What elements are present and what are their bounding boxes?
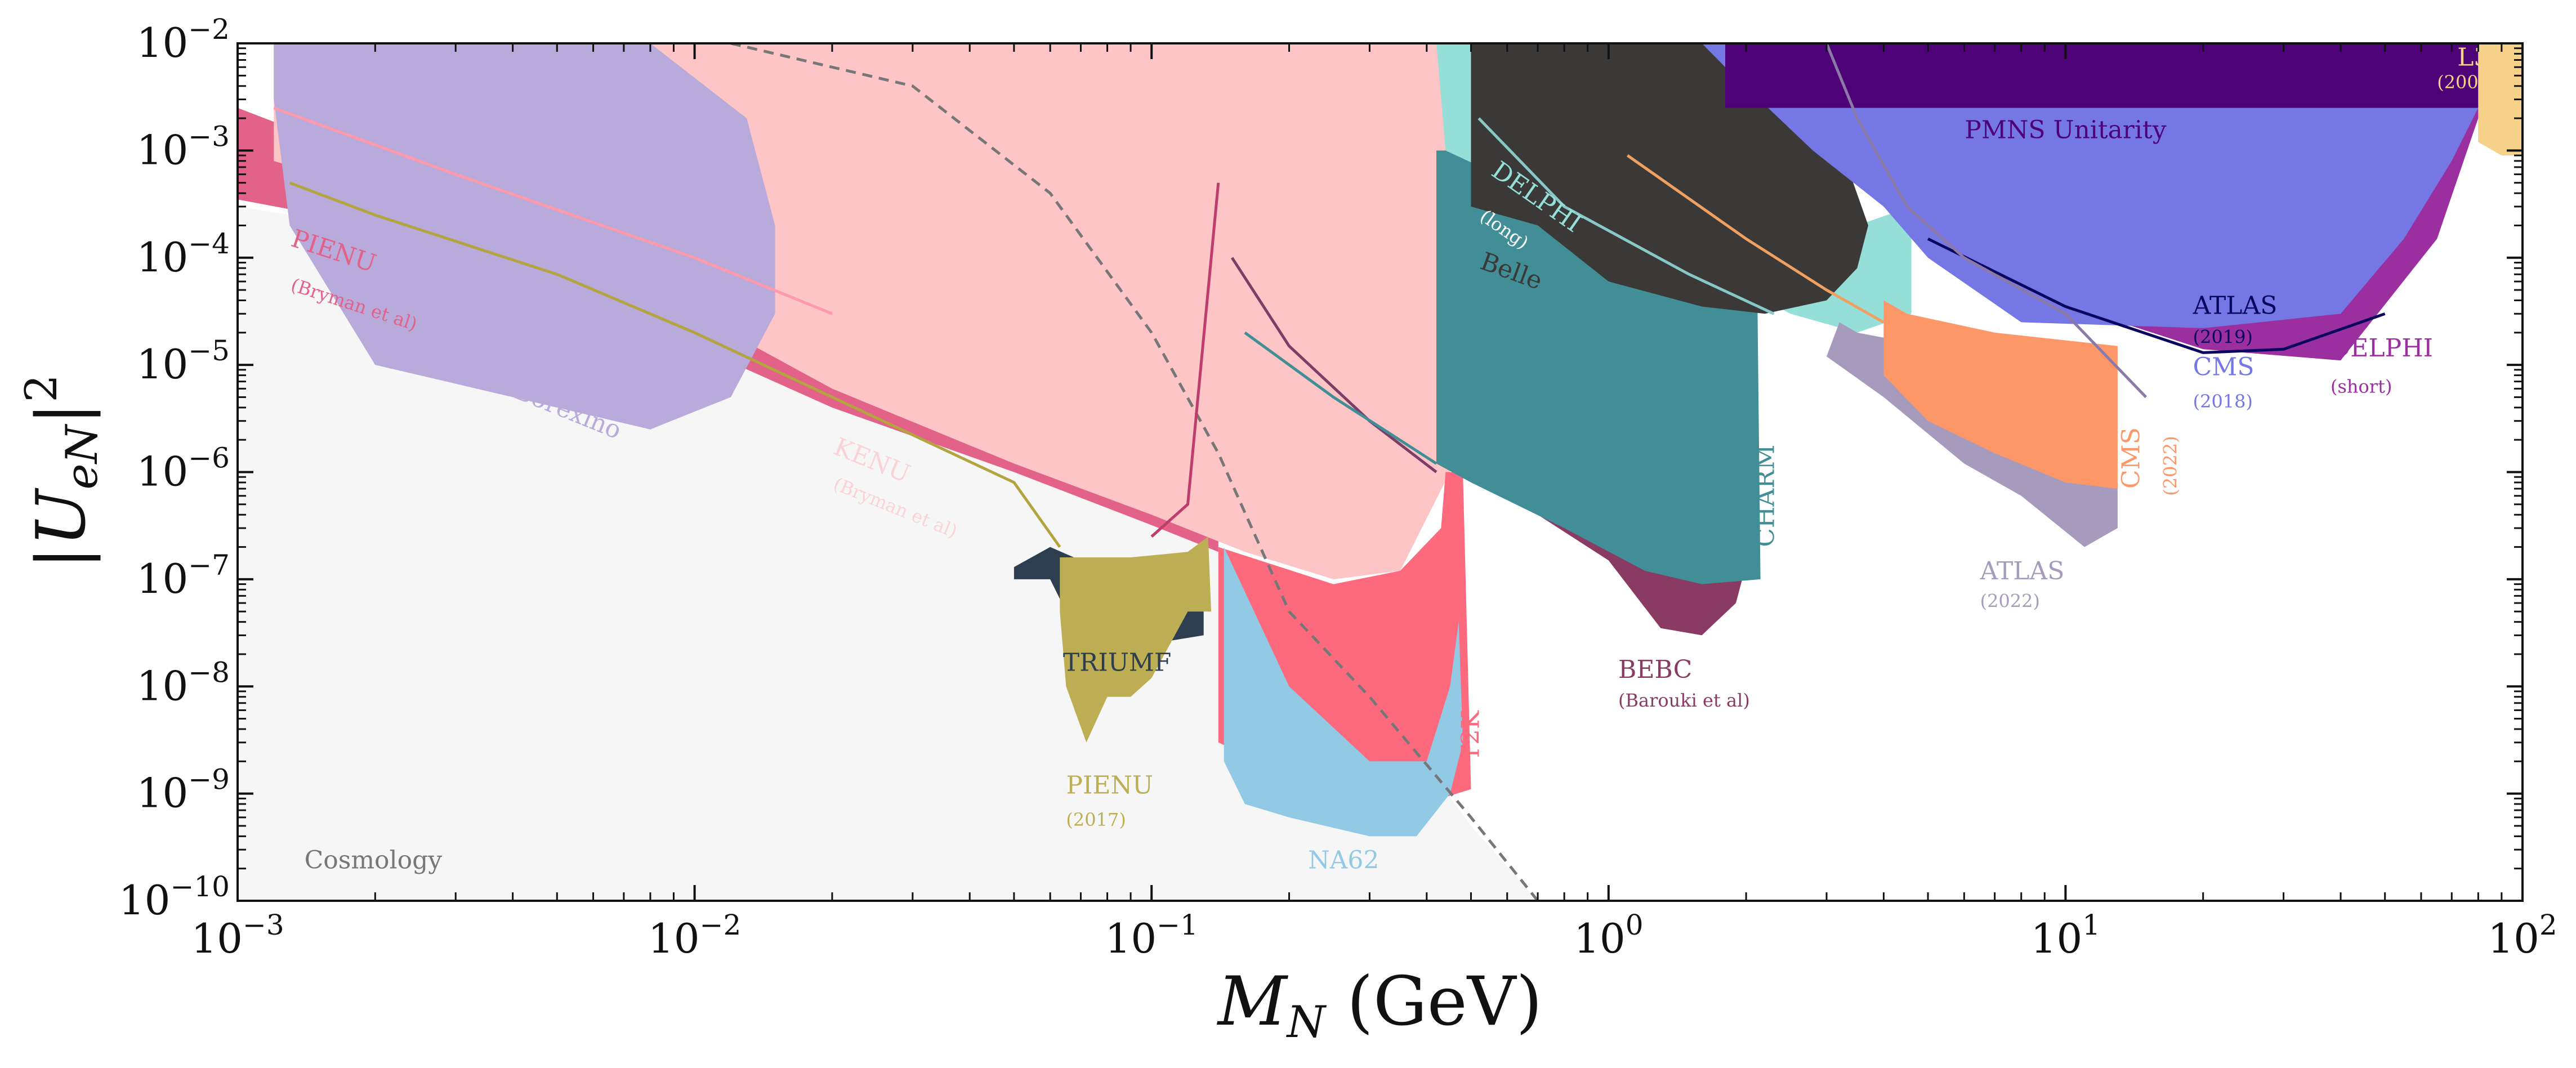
x-tick-label: 10−3 — [191, 909, 284, 962]
curve-teal-line — [1244, 331, 1437, 465]
x-axis-title: MN (GeV) — [1217, 963, 1542, 1048]
x-tick-label: 102 — [2488, 909, 2557, 962]
annotation-label: PIENU — [1066, 771, 1153, 800]
y-tick-label: 10−4 — [137, 227, 230, 281]
annotation-label: (short) — [2331, 376, 2392, 397]
annotation-label: BEBC — [1618, 655, 1692, 684]
annotation-label: PMNS Unitarity — [1965, 116, 2166, 145]
annotation-label: T2K — [1456, 710, 1485, 761]
svg-text:|UeN|2: |UeN|2 — [16, 374, 108, 569]
region-na62 — [1224, 547, 1463, 837]
curve-peaks-line — [1150, 182, 1220, 538]
ticks-layer: 10−3 10−2 10−1 100 101 102 10−10 10−9 10−8 10−7 10… — [119, 13, 2557, 962]
region-pmns-unitarity — [1725, 43, 2479, 108]
curve-atlas-2019-line — [1927, 237, 2386, 354]
y-tick-label: 10−7 — [137, 549, 230, 602]
annotation-label: NA62 — [1308, 846, 1379, 875]
annotation-label: CMS — [2193, 353, 2254, 382]
annotation-label: (2017) — [1066, 809, 1126, 830]
y-tick-label: 10−10 — [119, 870, 230, 924]
annotation-label: TRIUMF — [1063, 648, 1172, 677]
y-tick-label: 10−2 — [137, 13, 230, 66]
curve-pink-line — [273, 106, 833, 315]
annotation-label: (2022) — [2160, 436, 2181, 495]
annotation-label: (Barouki et al) — [1618, 690, 1750, 711]
curve-orange-line — [1626, 154, 1885, 324]
curve-cms-2018-line — [1825, 43, 2148, 399]
curve-dashed-bound — [730, 43, 1539, 901]
y-tick-label: 10−5 — [137, 334, 230, 388]
region-pienu-2017 — [1060, 537, 1211, 743]
curve-maroon-line — [1231, 257, 1437, 473]
x-tick-label: 10−2 — [648, 909, 741, 962]
y-tick-label: 10−9 — [137, 763, 230, 817]
annotation-label: (2022) — [1980, 590, 2040, 611]
svg-text:MN (GeV): MN (GeV) — [1217, 963, 1542, 1048]
annotation-label: (2019) — [2193, 326, 2253, 347]
y-axis-title: |UeN|2 — [16, 374, 108, 569]
annotation-label: ATLAS — [1980, 557, 2065, 586]
annotation-label: (2018) — [2193, 391, 2253, 412]
regions-layer — [238, 43, 2523, 901]
y-tick-label: 10−3 — [137, 120, 230, 173]
curve-belle-line — [1477, 117, 1775, 315]
region-l3 — [2478, 43, 2523, 156]
region-cms-2022 — [1883, 300, 2118, 489]
curves-layer — [273, 43, 2386, 901]
x-tick-label: 10−1 — [1105, 909, 1198, 962]
annotation-label: (2001) — [2437, 72, 2497, 93]
region-delphi-long — [1471, 43, 1868, 314]
annotation-label: ATLAS — [2193, 291, 2278, 320]
x-tick-label: 100 — [1574, 909, 1643, 962]
annotation-label: L3 — [2457, 43, 2489, 72]
curve-olive-line — [289, 181, 1061, 548]
y-tick-label: 10−6 — [137, 442, 230, 495]
annotation-label: CHARM — [1751, 445, 1780, 547]
annotation-label: DELPHI — [2331, 334, 2433, 363]
y-tick-label: 10−8 — [137, 656, 230, 709]
annotation-label: Cosmology — [305, 846, 443, 875]
region-borexino — [274, 43, 775, 430]
region-pmns-region — [1702, 43, 2479, 328]
annotation-label: CMS — [2117, 427, 2145, 489]
x-tick-label: 101 — [2031, 909, 2100, 962]
